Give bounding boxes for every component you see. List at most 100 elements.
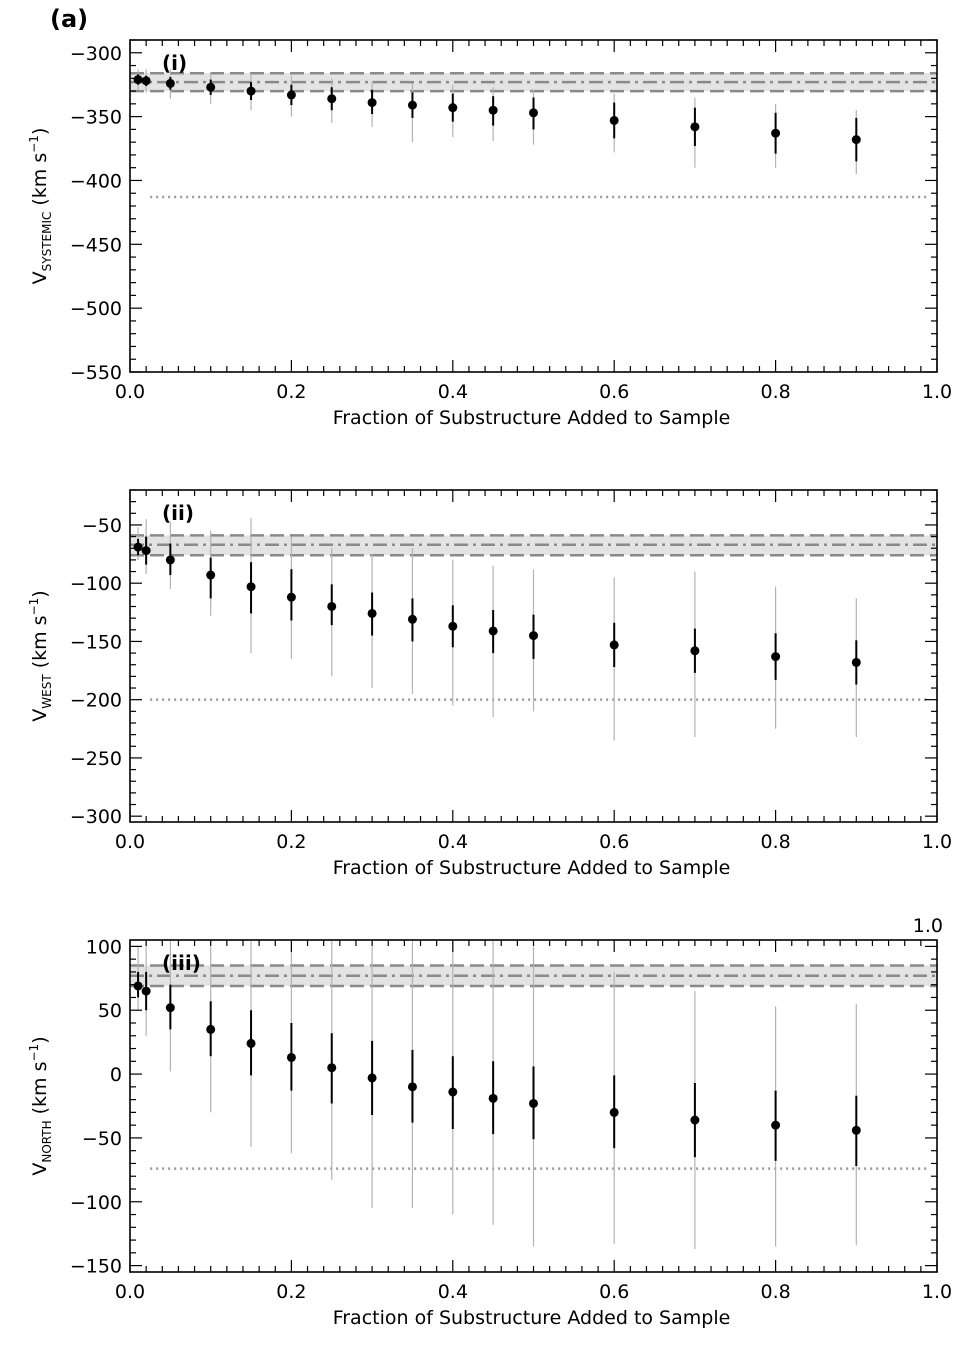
data-point (367, 1073, 377, 1083)
x-tick-label: 0.8 (760, 1281, 790, 1303)
data-point (327, 601, 337, 611)
y-tick-label: −500 (70, 298, 122, 320)
y-tick-label: −550 (70, 362, 122, 384)
data-point (529, 631, 538, 641)
data-point (609, 1107, 619, 1117)
y-tick-label: −100 (70, 573, 122, 595)
x-tick-label: 0.4 (438, 831, 468, 853)
data-point (771, 652, 781, 662)
data-point (609, 115, 619, 125)
data-point (133, 981, 143, 991)
x-tick-label: 0.4 (438, 1281, 468, 1303)
panel-label: (ii) (162, 501, 194, 525)
x-tick-label: 0.0 (115, 831, 145, 853)
y-axis-symbol: V (29, 271, 51, 284)
y-tick-label: −400 (70, 170, 122, 192)
data-point (206, 570, 216, 580)
data-point (690, 1115, 700, 1125)
panel-label: (i) (162, 51, 187, 75)
data-point (206, 1024, 216, 1034)
data-point (367, 608, 377, 618)
x-tick-label: 0.4 (438, 381, 468, 403)
panel-systemic: 0.0 0.2 0.4 0.6 0.8 1.0 −550 −500 −450 −400 −350 −3… (27, 39, 952, 429)
y-axis-exponent: −1 (27, 598, 41, 616)
y-tick-label: −300 (70, 806, 122, 828)
data-point (609, 640, 619, 650)
data-point (165, 555, 175, 565)
x-tick-label: 1.0 (922, 1281, 952, 1303)
top-right-label: 1.0 (913, 915, 943, 937)
y-tick-label: −350 (70, 107, 122, 129)
x-tick-label: 0.2 (276, 1281, 306, 1303)
y-tick-label: 100 (86, 936, 122, 958)
data-point (246, 582, 256, 592)
x-tick-label: 0.6 (599, 1281, 629, 1303)
data-point (133, 75, 143, 85)
y-axis-exponent: −1 (27, 1044, 41, 1062)
data-point (488, 1093, 498, 1103)
y-axis-title: VWEST (km s−1) (27, 590, 54, 721)
y-tick-label: −150 (70, 1256, 122, 1278)
data-point (165, 1003, 175, 1013)
y-axis-subscript: SYSTEMIC (40, 212, 54, 272)
data-point (851, 1125, 861, 1135)
x-tick-label: 1.0 (922, 831, 952, 853)
x-tick-label: 0.6 (599, 381, 629, 403)
data-point (851, 135, 861, 145)
data-point (690, 122, 700, 132)
data-point (488, 626, 498, 636)
data-point (133, 542, 143, 552)
data-point (407, 1082, 417, 1092)
x-tick-label: 0.6 (599, 831, 629, 853)
panel-label: (iii) (162, 951, 201, 975)
data-point (407, 100, 417, 110)
x-axis-title: Fraction of Substructure Added to Sample (333, 407, 731, 429)
x-axis-title: Fraction of Substructure Added to Sample (333, 857, 731, 879)
y-axis-units-close: ) (29, 590, 51, 597)
data-point (367, 98, 377, 108)
x-tick-label: 0.0 (115, 1281, 145, 1303)
data-point (286, 1052, 296, 1062)
y-tick-label: −50 (82, 1128, 122, 1150)
data-point (488, 105, 498, 115)
data-point (448, 103, 458, 113)
y-axis-units: (km s (29, 153, 51, 206)
x-tick-label: 1.0 (922, 381, 952, 403)
x-axis-title: Fraction of Substructure Added to Sample (333, 1307, 731, 1329)
y-axis-subscript: WEST (40, 674, 54, 709)
data-point (690, 646, 700, 656)
y-axis-units-close: ) (29, 128, 51, 135)
data-point (448, 621, 458, 631)
data-point (286, 592, 296, 602)
x-tick-label: 0.2 (276, 381, 306, 403)
x-tick-label: 0.8 (760, 381, 790, 403)
data-point (327, 94, 337, 104)
data-point (448, 1087, 458, 1097)
data-point (246, 86, 256, 96)
data-point (206, 82, 216, 92)
panel-west: 0.0 0.2 0.4 0.6 0.8 1.0 −300 −250 −200 −150 −100 −5… (27, 489, 952, 879)
y-tick-label: −150 (70, 631, 122, 653)
y-tick-label: −50 (82, 515, 122, 537)
figure-label: (a) (50, 5, 88, 33)
data-point (851, 657, 861, 667)
panel-north: 0.0 0.2 0.4 0.6 0.8 1.0 −150 −100 −50 0 50 100 Fract… (27, 915, 952, 1329)
y-axis-units: (km s (29, 1062, 51, 1115)
y-tick-label: −100 (70, 1192, 122, 1214)
data-point (771, 128, 781, 138)
y-axis-subscript: NORTH (40, 1120, 54, 1162)
data-point (529, 1098, 538, 1108)
y-tick-label: −200 (70, 690, 122, 712)
data-point (165, 78, 175, 88)
y-tick-label: −450 (70, 234, 122, 256)
data-point (286, 90, 296, 100)
y-axis-title: VSYSTEMIC (km s−1) (27, 128, 54, 285)
data-point (141, 546, 151, 556)
data-point (407, 614, 417, 624)
x-tick-label: 0.8 (760, 831, 790, 853)
data-point (246, 1038, 256, 1048)
y-tick-label: 0 (110, 1064, 122, 1086)
data-point (141, 986, 151, 996)
y-axis-units: (km s (29, 615, 51, 668)
x-tick-label: 0.2 (276, 831, 306, 853)
